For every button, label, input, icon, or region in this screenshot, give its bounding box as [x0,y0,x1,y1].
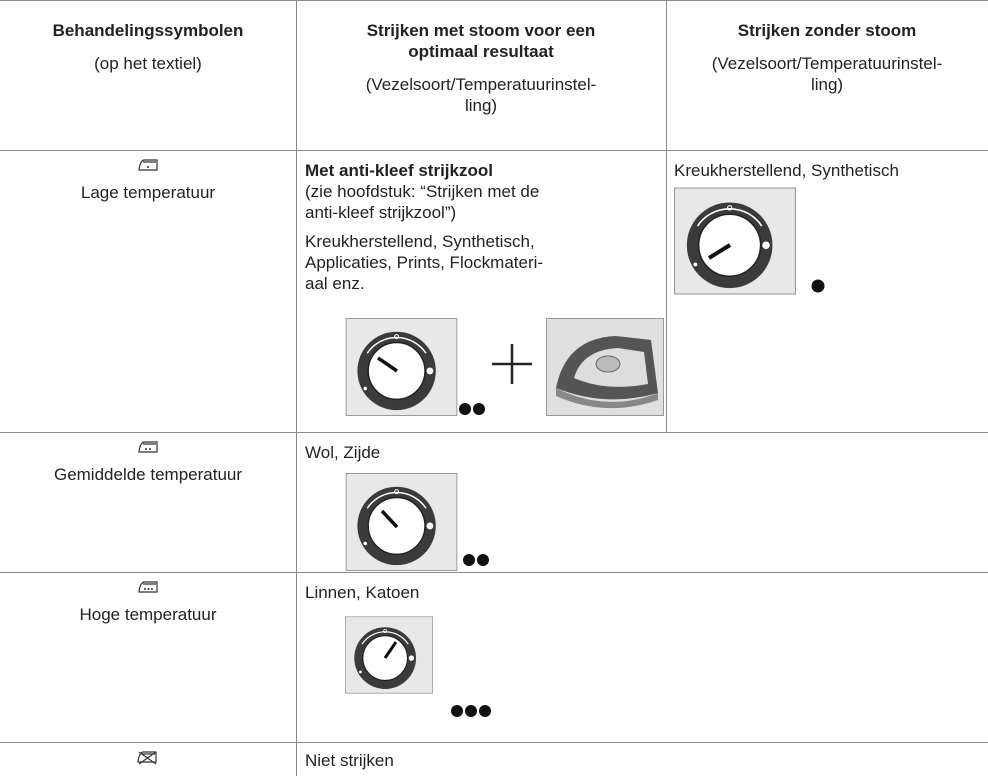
fabric: Kreukherstellend, Synthetisch [674,161,899,180]
iron-symbol [137,751,157,765]
row-label: Lage temperatuur [80,183,216,202]
dial [345,616,433,694]
header-title: optimaal resultaat [408,42,554,61]
rule [0,742,988,743]
header-subtitle: ling) [810,75,844,94]
note: anti-kleef strijkzool”) [305,203,457,222]
header-subtitle: ling) [464,96,498,115]
dial [345,473,458,571]
rule [666,0,667,432]
header-title: Strijken zonder stoom [737,21,917,40]
heading: Met anti-kleef strijkzool [305,161,493,180]
rule [0,432,988,433]
header-title: Strijken met stoom voor een [366,21,596,40]
dial [674,187,796,295]
dots [463,554,489,566]
fabric: Applicaties, Prints, Flockmateri- [305,253,544,272]
row-label: Hoge temperatuur [79,605,217,624]
fabric: Kreukherstellend, Synthetisch, [305,232,535,251]
header-subtitle: (Vezelsoort/Temperatuurinstel- [711,54,943,73]
iron-symbol [137,580,159,594]
dots [459,403,485,415]
dots [811,279,825,293]
rule [0,150,988,151]
row-label: Gemiddelde temperatuur [53,465,243,484]
header-subtitle: (op het textiel) [94,54,202,73]
fabric: Niet strijken [305,751,394,770]
fabric: Linnen, Katoen [305,583,420,602]
fabric: aal enz. [305,274,365,293]
dots [451,705,491,717]
rule [0,0,988,1]
plus [492,344,532,384]
fabric: Wol, Zijde [305,443,381,462]
dial [345,318,458,416]
iron-symbol [137,158,159,172]
note: (zie hoofdstuk: “Strijken met de [305,182,540,201]
iron-symbol [137,440,159,454]
iron-image [546,318,664,416]
header-subtitle: (Vezelsoort/Temperatuurinstel- [365,75,597,94]
header-title: Behandelingssymbolen [52,21,244,40]
rule [0,572,988,573]
rule [296,0,297,776]
